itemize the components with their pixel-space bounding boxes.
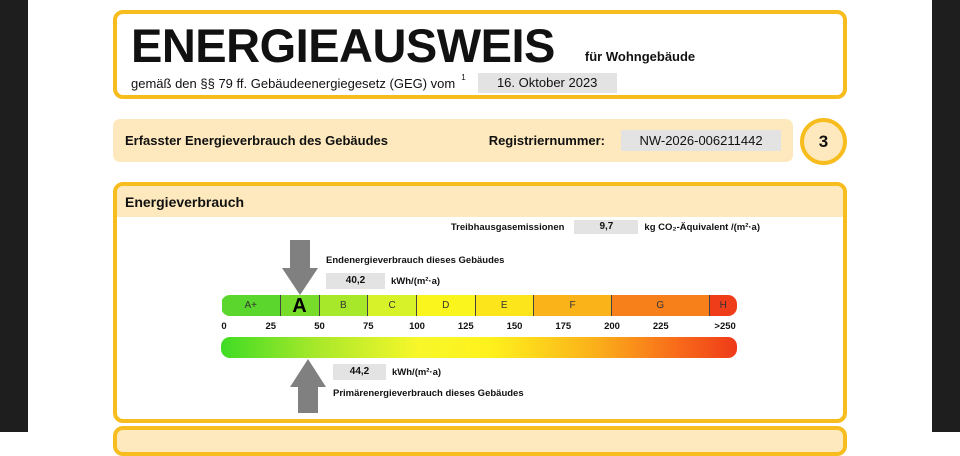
document-title: ENERGIEAUSWEIS <box>131 19 555 72</box>
date-field: 16. Oktober 2023 <box>477 73 617 93</box>
ghg-row: Treibhausgasemissionen 9,7 kg CO₂-Äquiva… <box>451 220 760 234</box>
tick-label: 200 <box>604 321 620 332</box>
tick-label: 225 <box>652 321 669 332</box>
info-row: Erfasster Energieverbrauch des Gebäudes … <box>113 119 793 162</box>
primary-energy-value: 44,2 <box>333 364 386 380</box>
tick-label: 100 <box>409 321 425 332</box>
energy-class-g: G <box>612 295 710 316</box>
final-energy-label: Endenergieverbrauch dieses Gebäudes <box>326 255 505 266</box>
energy-class-a-plus: A+ <box>222 295 281 316</box>
tick-label: 125 <box>457 321 474 332</box>
tick-label: 75 <box>362 321 374 332</box>
final-energy-row: 40,2 kWh/(m²·a) <box>326 273 440 289</box>
energy-class-a: A <box>280 295 320 316</box>
final-energy-value: 40,2 <box>326 273 385 289</box>
document-subtitle: für Wohngebäude <box>584 49 696 64</box>
next-section <box>113 426 847 456</box>
energy-class-d: D <box>417 295 476 316</box>
ghg-unit: kg CO₂-Äquivalent /(m²·a) <box>644 221 760 233</box>
ghg-label: Treibhausgasemissionen <box>450 221 565 233</box>
final-energy-arrow-icon <box>282 240 319 295</box>
info-label: Erfasster Energieverbrauch des Gebäudes <box>125 133 389 148</box>
energy-class-h: H <box>709 295 737 316</box>
legal-row: gemäß den §§ 79 ff. Gebäudeenergiegesetz… <box>131 73 617 93</box>
energy-class-c: C <box>368 295 417 316</box>
title-row: ENERGIEAUSWEIS für Wohngebäude <box>131 22 695 70</box>
right-margin <box>932 0 960 432</box>
footnote-mark: 1 <box>461 73 466 82</box>
legal-basis: gemäß den §§ 79 ff. Gebäudeenergiegesetz… <box>131 75 456 91</box>
header-box: ENERGIEAUSWEIS für Wohngebäude gemäß den… <box>113 10 847 99</box>
ghg-value: 9,7 <box>574 220 639 234</box>
energy-class-b: B <box>319 295 369 316</box>
tick-label: 150 <box>506 321 523 332</box>
primary-energy-gradient-bar <box>221 337 737 358</box>
tick-label: 50 <box>314 321 325 332</box>
primary-energy-arrow-icon <box>290 359 327 413</box>
section-title: Energieverbrauch <box>117 186 843 217</box>
page-number-badge: 3 <box>800 118 847 165</box>
primary-energy-unit: kWh/(m²·a) <box>392 366 442 378</box>
registration-number: NW-2026-006211442 <box>621 130 781 151</box>
primary-energy-row: 44,2 kWh/(m²·a) <box>333 364 441 380</box>
registration-label: Registriernummer: <box>488 133 605 148</box>
left-margin <box>0 0 28 432</box>
tick-label: 175 <box>555 321 572 332</box>
final-energy-unit: kWh/(m²·a) <box>391 275 441 287</box>
primary-energy-label: Primärenergieverbrauch dieses Gebäudes <box>333 388 524 399</box>
tick-label: >250 <box>714 321 736 332</box>
energy-class-f: F <box>534 295 612 316</box>
energy-class-bar: A+ A B C D E F G H <box>221 295 737 316</box>
tick-label: 0 <box>221 321 227 332</box>
energy-class-e: E <box>475 295 534 316</box>
info-row-content: Erfasster Energieverbrauch des Gebäudes … <box>125 130 781 151</box>
tick-label: 25 <box>265 321 277 332</box>
